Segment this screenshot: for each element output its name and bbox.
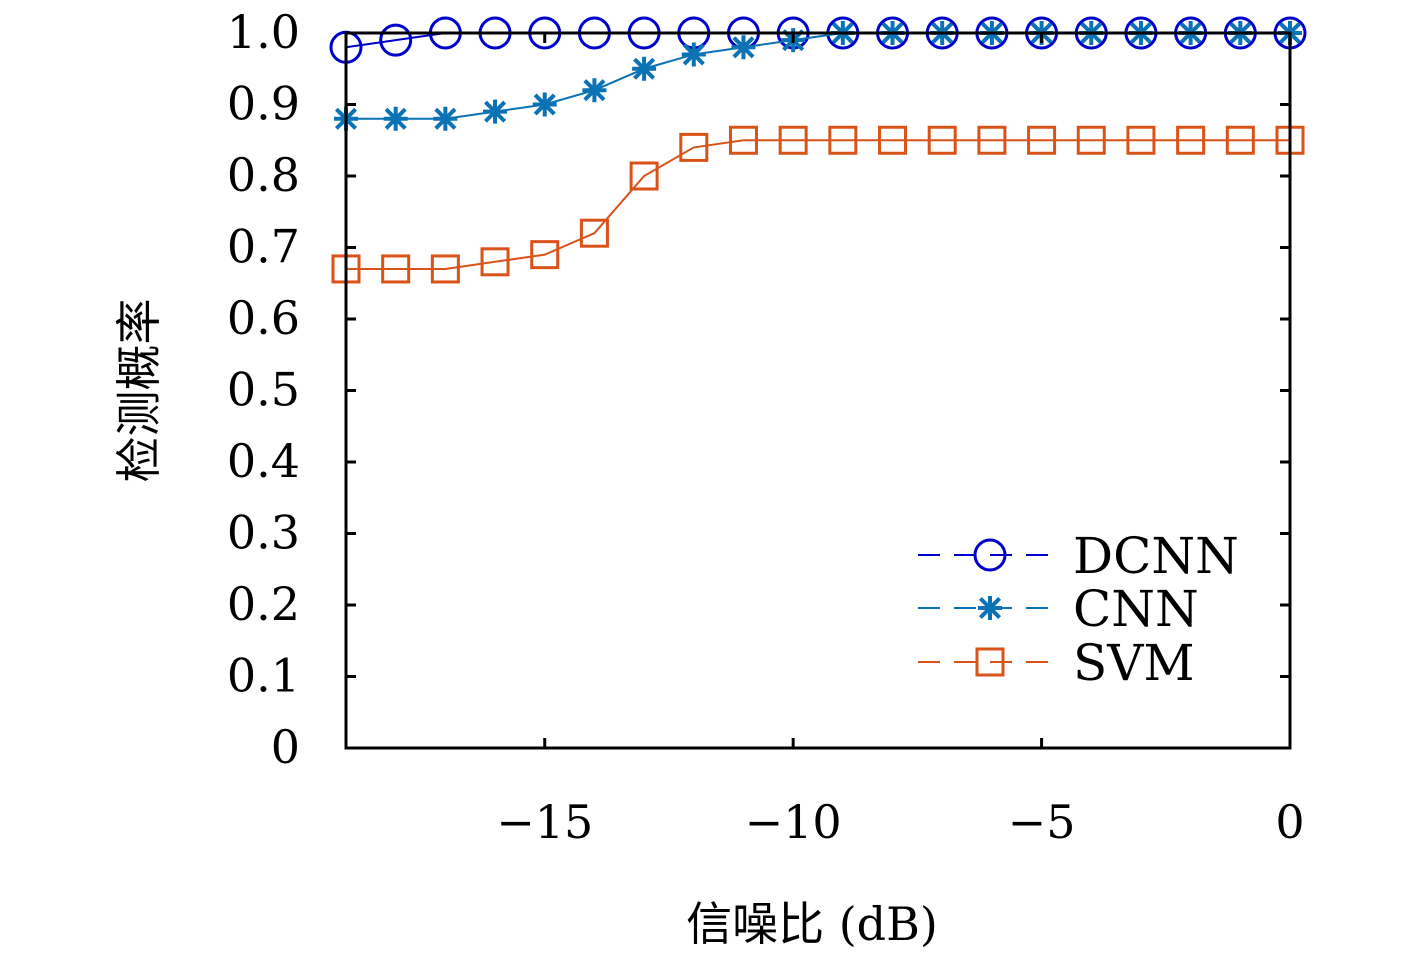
y-tick-label: 1.0 (227, 5, 300, 59)
series-dcnn (329, 16, 1307, 64)
data-point-svm (778, 125, 808, 155)
legend-label-dcnn: DCNN (1073, 527, 1239, 585)
legend-item-dcnn: DCNN (918, 527, 1239, 585)
data-point-svm (1076, 125, 1106, 155)
series-svm (331, 125, 1305, 284)
legend-marker-svm (975, 647, 1005, 677)
y-axis-title: 检测概率 (112, 299, 166, 483)
data-point-svm (629, 161, 659, 191)
x-axis-title: 信噪比 (dB) (686, 897, 938, 951)
data-point-svm (480, 247, 510, 277)
data-point-svm (430, 254, 460, 284)
data-point-cnn (731, 35, 756, 60)
legend-marker-cnn (978, 596, 1002, 620)
data-point-cnn (681, 42, 706, 67)
x-tick-label: 0 (1275, 795, 1304, 849)
legend-marker-dcnn (973, 538, 1007, 572)
data-point-svm (927, 125, 957, 155)
data-point-svm (381, 254, 411, 284)
data-point-svm (1027, 125, 1057, 155)
data-point-cnn (433, 106, 458, 131)
tick-layer: 0 0.1 0.2 0.3 0.4 0.5 0.6 0.7 0.8 0.9 1.0 −15 −10 −5 0 (227, 5, 1305, 849)
data-point-cnn (532, 92, 557, 117)
data-point-cnn (483, 99, 508, 124)
series-line-svm (346, 139, 1290, 270)
y-tick-label: 0.7 (227, 220, 300, 274)
data-point-svm (579, 218, 609, 248)
data-point-svm (1176, 125, 1206, 155)
data-point-cnn (632, 56, 657, 81)
y-tick-label: 0.9 (227, 77, 300, 131)
legend-label-cnn: CNN (1073, 580, 1199, 638)
data-point-cnn (582, 78, 607, 103)
legend-label-svm: SVM (1073, 634, 1195, 692)
data-point-cnn (383, 106, 408, 131)
data-point-svm (728, 125, 758, 155)
y-tick-label: 0.5 (227, 363, 300, 417)
legend-item-svm: SVM (918, 634, 1195, 692)
legend-item-cnn: CNN (918, 580, 1199, 638)
data-point-svm (878, 125, 908, 155)
y-tick-label: 0.2 (227, 577, 300, 631)
data-point-svm (828, 125, 858, 155)
y-tick-label: 0 (271, 720, 300, 774)
series-layer (329, 16, 1307, 284)
x-tick-label: −10 (745, 795, 842, 849)
y-tick-label: 0.8 (227, 148, 300, 202)
x-tick-label: −15 (496, 795, 593, 849)
y-tick-label: 0.3 (227, 506, 300, 560)
x-tick-label: −5 (1008, 795, 1076, 849)
y-tick-label: 0.4 (227, 434, 300, 488)
y-tick-label: 0.6 (227, 291, 300, 345)
data-point-dcnn (379, 23, 413, 57)
data-point-svm (977, 125, 1007, 155)
data-point-svm (530, 240, 560, 270)
data-point-svm (1126, 125, 1156, 155)
y-tick-label: 0.1 (227, 649, 300, 703)
data-point-svm (679, 132, 709, 162)
data-point-svm (1225, 125, 1255, 155)
